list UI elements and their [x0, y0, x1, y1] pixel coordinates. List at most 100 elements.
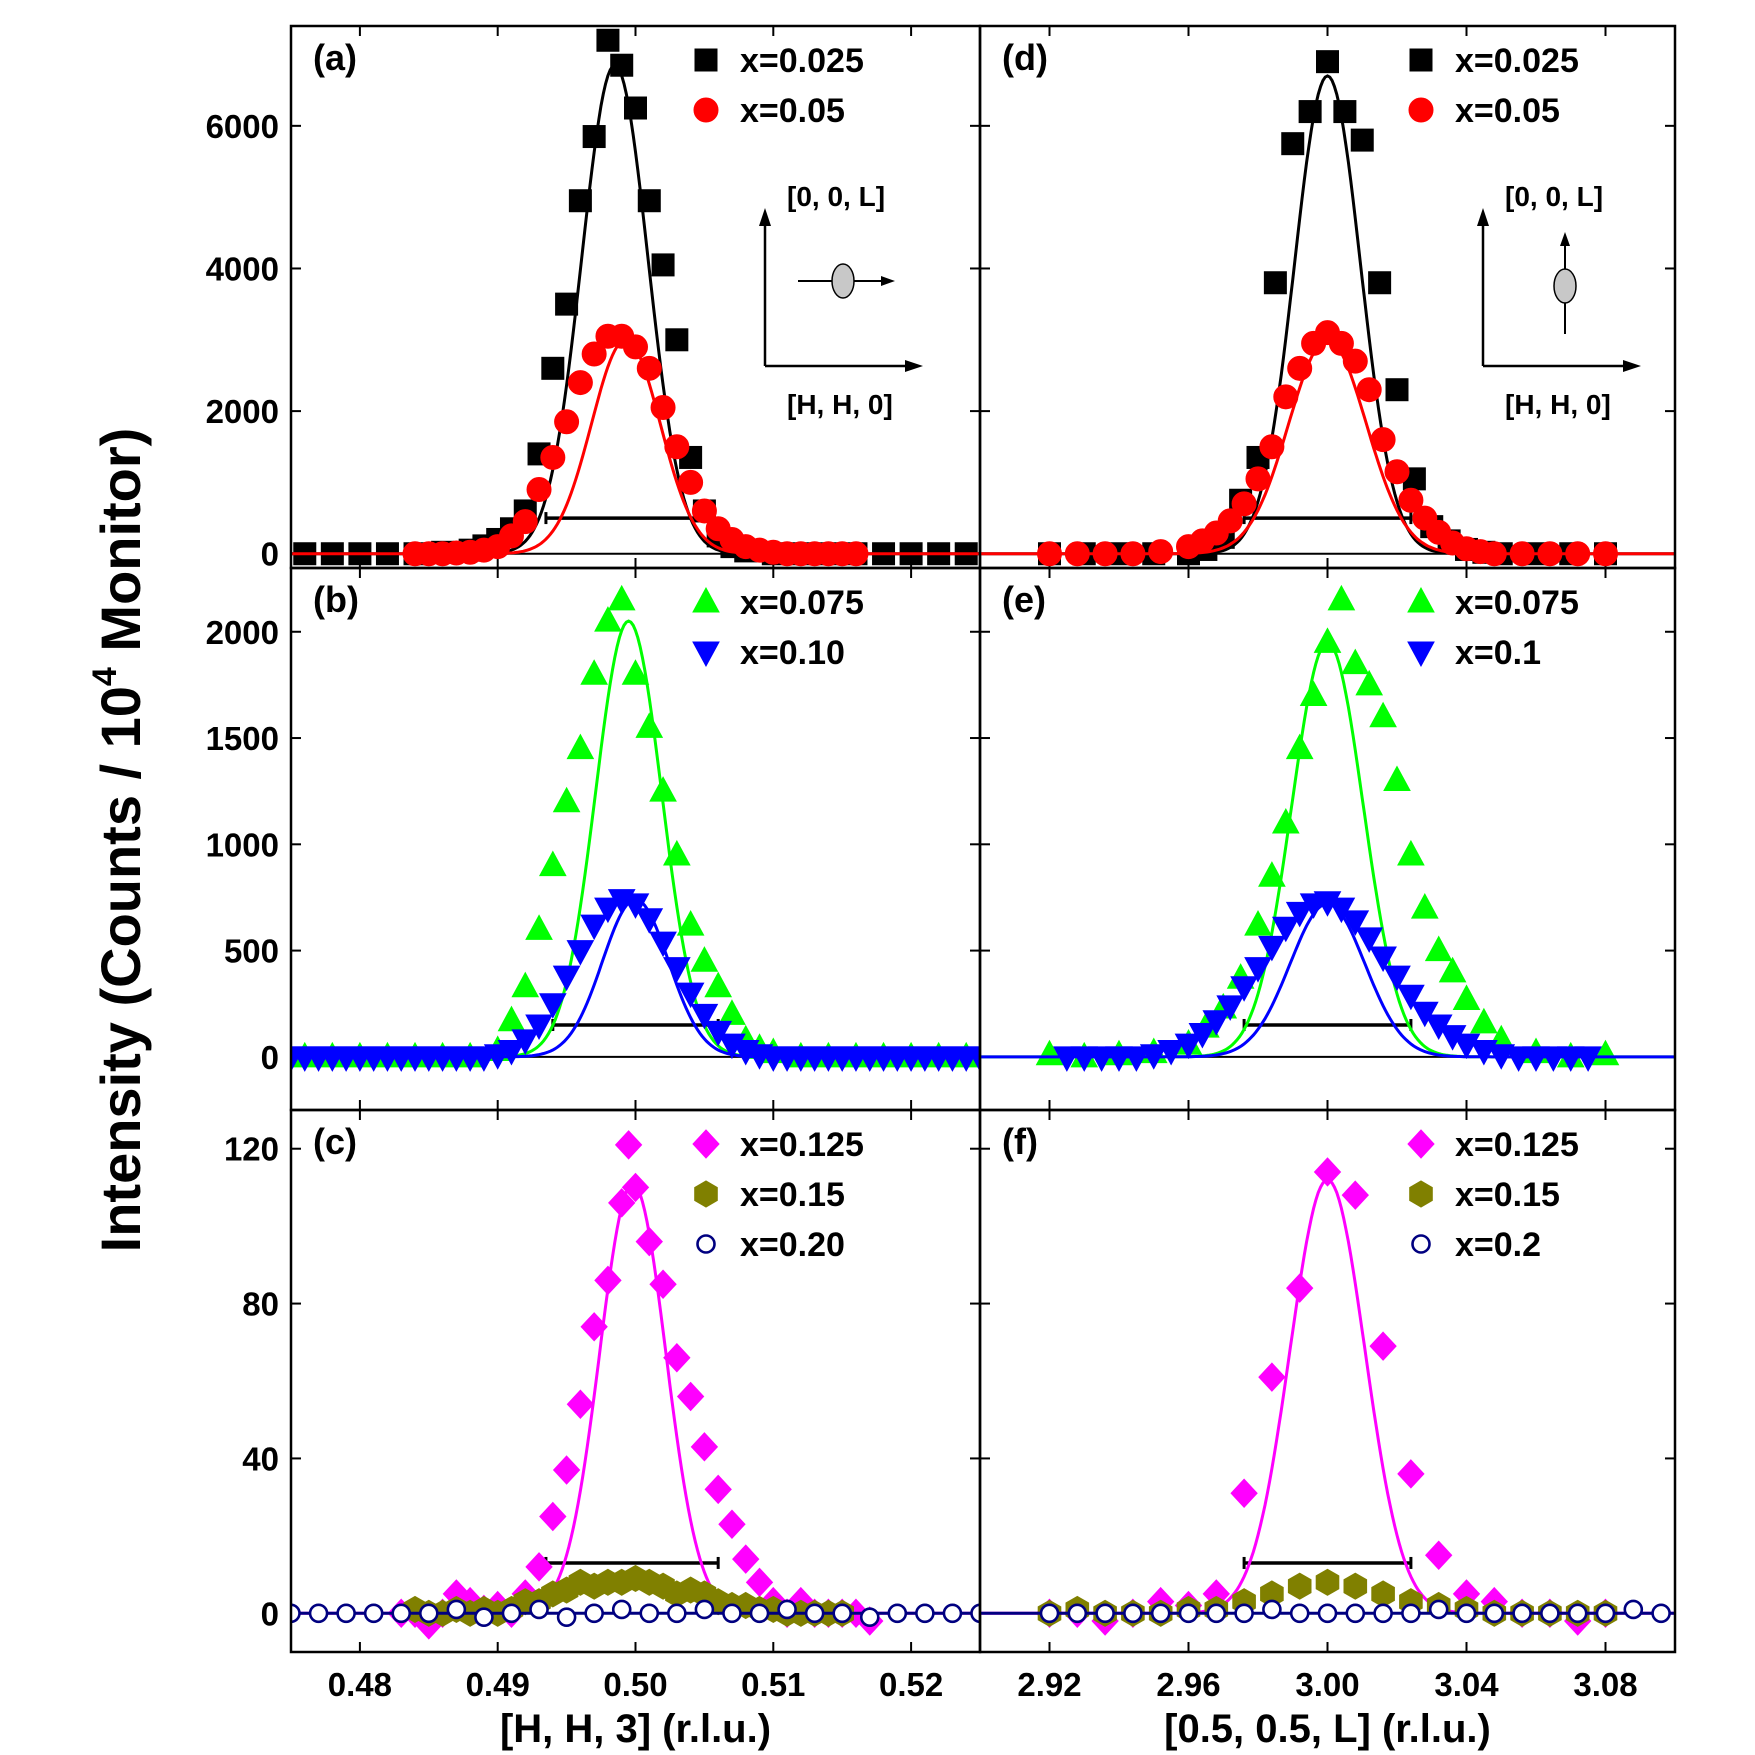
data-point — [1231, 491, 1257, 517]
data-point — [832, 1603, 853, 1624]
data-point — [446, 1599, 467, 1620]
data-point — [1285, 901, 1314, 928]
legend-marker — [1407, 1129, 1435, 1159]
data-point — [1371, 1580, 1395, 1608]
data-point — [639, 1603, 660, 1624]
data-point — [540, 444, 566, 470]
y-tick-label: 0 — [261, 1595, 279, 1632]
data-point — [1271, 808, 1300, 834]
data-point — [804, 1603, 825, 1624]
data-point — [637, 189, 661, 213]
data-point — [1157, 1039, 1185, 1066]
data-point — [1230, 1478, 1258, 1509]
legend-label: x=0.025 — [740, 42, 864, 80]
data-point — [1244, 910, 1272, 936]
data-point — [704, 971, 733, 998]
data-point — [676, 910, 705, 936]
data-point — [663, 957, 691, 983]
series-group — [291, 584, 980, 1072]
legend-label: x=0.10 — [740, 634, 845, 672]
y-tick-label: 120 — [224, 1131, 279, 1168]
data-point — [418, 1603, 439, 1624]
data-point — [1341, 1180, 1369, 1210]
panel-frame — [978, 1108, 1677, 1654]
panel-c: 0 40 80 120 0.48 0.49 0.50 0.51 0.52 [H, H, 3] (r… — [224, 1108, 982, 1751]
data-point — [497, 1005, 526, 1032]
series-group — [291, 1130, 980, 1640]
data-point — [621, 1172, 650, 1203]
data-point — [594, 897, 622, 924]
data-point — [663, 1343, 691, 1373]
data-point — [607, 584, 636, 611]
data-point — [691, 498, 717, 524]
data-point — [1484, 1603, 1505, 1624]
data-point — [650, 395, 676, 421]
y-tick-label: 0 — [261, 536, 279, 573]
data-point — [580, 914, 608, 941]
data-point — [526, 477, 552, 503]
panel-label: (a) — [313, 37, 357, 78]
data-point — [566, 940, 595, 966]
data-point — [1202, 1010, 1231, 1036]
data-point — [624, 96, 647, 120]
data-point — [676, 982, 705, 1009]
data-point — [1259, 434, 1285, 460]
data-point — [1123, 1603, 1143, 1624]
data-point — [552, 1455, 581, 1485]
legend-label: x=0.15 — [740, 1176, 845, 1214]
data-point — [1262, 1599, 1282, 1620]
y-tick-label: 80 — [242, 1286, 279, 1323]
data-point — [915, 1603, 935, 1624]
data-point — [1341, 648, 1370, 675]
data-point — [594, 1265, 622, 1296]
legend-marker — [696, 1234, 716, 1254]
data-point — [582, 125, 606, 149]
data-point — [580, 1312, 608, 1342]
series-group — [980, 50, 1675, 567]
data-point — [1316, 50, 1339, 74]
fit-curve — [291, 619, 980, 1059]
data-point — [663, 839, 691, 866]
orientation-inset: [0, 0, L] [H, H, 0] — [1477, 181, 1641, 420]
data-point — [538, 850, 567, 877]
legend-marker — [694, 48, 718, 72]
data-point — [1258, 1362, 1286, 1392]
data-point — [649, 1269, 677, 1299]
data-point — [1258, 861, 1286, 887]
data-point — [1053, 1046, 1081, 1072]
data-point — [363, 1603, 384, 1624]
y-axis-label-superscript: 4 — [86, 667, 124, 686]
data-point — [1328, 330, 1354, 356]
legend-marker — [692, 586, 720, 613]
data-point — [1537, 541, 1563, 567]
y-tick-label: 40 — [242, 1440, 279, 1477]
data-point — [474, 1607, 494, 1627]
data-point — [566, 1389, 595, 1419]
fit-curve — [980, 1178, 1675, 1615]
legend-label: x=0.075 — [740, 584, 864, 622]
x-tick-label: 0.49 — [466, 1666, 530, 1703]
data-point — [1574, 1046, 1602, 1072]
data-point — [1369, 946, 1397, 973]
legend-marker — [1407, 641, 1435, 668]
data-point — [1481, 541, 1507, 567]
data-point — [621, 659, 650, 685]
data-point — [1567, 1603, 1588, 1624]
data-point — [1230, 976, 1258, 1002]
legend-label: x=0.05 — [740, 92, 845, 130]
data-point — [525, 1552, 553, 1582]
data-point — [732, 1544, 760, 1574]
data-point — [538, 993, 567, 1019]
panel-a: 0 2000 4000 6000 (a) x=0.025 x=0.05 [0, 0, L] [H… — [206, 24, 982, 573]
data-point — [1087, 1046, 1116, 1072]
inset-label-vertical: [0, 0, L] — [1505, 181, 1603, 212]
x-tick-label: 3.00 — [1295, 1666, 1359, 1703]
data-point — [580, 659, 608, 685]
data-point — [1383, 965, 1411, 992]
data-point — [636, 355, 662, 381]
data-point — [596, 28, 620, 52]
fit-curve — [291, 338, 980, 556]
data-point — [690, 1003, 719, 1030]
data-point — [581, 341, 607, 367]
data-point — [501, 1603, 522, 1624]
